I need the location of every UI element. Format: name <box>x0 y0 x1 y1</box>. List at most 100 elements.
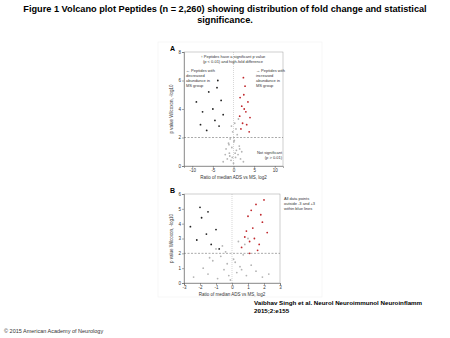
point <box>202 111 204 113</box>
y-axis: 02468 <box>178 50 184 169</box>
point <box>231 125 233 127</box>
point <box>242 77 244 79</box>
point <box>189 226 191 228</box>
point <box>239 97 241 99</box>
point <box>241 151 243 153</box>
tick: 6 <box>178 78 184 83</box>
series <box>189 206 220 249</box>
point <box>245 111 247 113</box>
tick-label: 0 <box>178 164 181 169</box>
point <box>244 85 246 87</box>
x-axis: -10-50510 <box>185 166 284 173</box>
tick-mark <box>182 109 184 110</box>
tick-label: 6 <box>178 78 181 83</box>
center-line <box>233 52 234 166</box>
point <box>245 275 247 277</box>
tick: 3 <box>178 236 184 241</box>
point <box>193 276 195 278</box>
point <box>233 162 235 164</box>
tick-label: 2 <box>178 251 181 256</box>
point <box>236 272 238 274</box>
point <box>233 258 235 260</box>
point <box>249 117 251 119</box>
point <box>232 131 234 133</box>
copyright: © 2015 American Academy of Neurology <box>4 328 103 334</box>
tick: 1 <box>247 283 250 290</box>
point <box>268 273 270 275</box>
tick-label: 0 <box>231 285 234 290</box>
point <box>250 264 252 266</box>
point <box>214 119 216 121</box>
point <box>242 161 244 163</box>
point <box>229 138 231 140</box>
point <box>195 101 197 103</box>
point <box>243 108 245 110</box>
panel: B-3-2-101230123456Ratio of median ADS vs… <box>169 187 316 297</box>
y-axis: 0123456 <box>178 192 184 286</box>
point <box>212 260 214 262</box>
point <box>253 238 255 240</box>
point <box>250 209 252 211</box>
point <box>208 91 210 93</box>
tick-label: -2 <box>198 285 202 290</box>
x-axis-title: Ratio of median ADS vs MS, log2 <box>199 292 266 297</box>
point <box>255 203 257 205</box>
point <box>231 147 233 149</box>
point <box>222 161 224 163</box>
tick-label: 1 <box>247 285 250 290</box>
point <box>235 157 237 159</box>
annotation: (p < 0.01) and high-fold difference <box>203 59 264 64</box>
tick-label: 0 <box>178 281 181 286</box>
tick-label: 5 <box>253 168 256 173</box>
annotation: (p > 0.01) <box>265 155 283 160</box>
tick: 3 <box>279 283 282 290</box>
tick: -2 <box>198 283 202 290</box>
point <box>238 145 240 147</box>
point <box>234 261 236 263</box>
point <box>238 118 240 120</box>
point <box>210 244 212 246</box>
axis-line <box>182 195 185 284</box>
point <box>199 206 201 208</box>
point <box>240 128 242 130</box>
point <box>245 230 247 232</box>
point <box>243 94 245 96</box>
point <box>239 266 241 268</box>
tick-mark <box>182 224 184 225</box>
point <box>249 241 251 243</box>
tick: 2 <box>178 251 184 256</box>
point <box>237 241 239 243</box>
series <box>222 118 244 164</box>
tick-label: 2 <box>263 285 266 290</box>
tick: -1 <box>214 283 218 290</box>
point <box>266 232 268 234</box>
point <box>222 114 224 116</box>
x-axis: -3-2-10123 <box>182 283 282 290</box>
plot-frame <box>184 194 280 283</box>
point <box>224 154 226 156</box>
point <box>226 263 228 265</box>
tick-label: 8 <box>178 50 181 55</box>
point <box>201 217 203 219</box>
series <box>239 77 251 133</box>
point <box>241 246 243 248</box>
point <box>229 155 231 157</box>
tick: 4 <box>178 222 184 227</box>
point <box>196 239 198 241</box>
tick: 0 <box>233 166 236 173</box>
point <box>205 233 207 235</box>
point <box>228 152 230 154</box>
point <box>257 249 259 251</box>
point <box>229 279 231 281</box>
point <box>217 80 219 82</box>
point <box>241 269 243 271</box>
point <box>248 131 250 133</box>
point <box>207 273 209 275</box>
tick-mark <box>182 253 184 254</box>
point <box>240 158 242 160</box>
plot-area <box>184 194 280 283</box>
point <box>207 211 209 213</box>
point <box>228 144 230 146</box>
tick: 10 <box>273 166 279 173</box>
center-line <box>232 194 233 283</box>
